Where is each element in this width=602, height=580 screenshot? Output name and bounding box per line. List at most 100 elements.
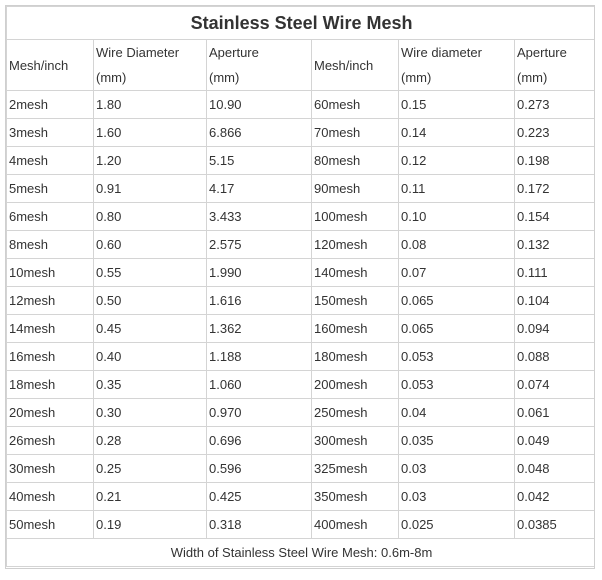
left-wire-diameter-cell: 1.60 [93,118,207,147]
right-wire-diameter-cell: 0.07 [398,258,515,287]
table-row: 2mesh 1.80 10.90 60mesh 0.15 0.273 [6,90,594,119]
left-mesh-cell: 6mesh [6,202,94,231]
table-row: 8mesh 0.60 2.575 120mesh 0.08 0.132 [6,230,594,259]
table-row: 6mesh 0.80 3.433 100mesh 0.10 0.154 [6,202,594,231]
width-note: Width of Stainless Steel Wire Mesh: 0.6m… [6,538,594,567]
table-row: 26mesh 0.28 0.696 300mesh 0.035 0.049 [6,426,594,455]
right-aperture-cell: 0.154 [513,202,594,231]
left-aperture-cell: 0.970 [206,398,312,427]
header-left-aperture-label: Aperture [209,45,259,60]
right-mesh-cell: 350mesh [311,482,399,511]
header-left-mesh: Mesh/inch [6,39,94,91]
table-row: 10mesh 0.55 1.990 140mesh 0.07 0.111 [6,258,594,287]
right-mesh-cell: 150mesh [311,286,399,315]
left-aperture-cell: 0.318 [206,510,312,539]
right-wire-diameter-cell: 0.035 [398,426,515,455]
table-title: Stainless Steel Wire Mesh [6,6,594,40]
left-wire-diameter-cell: 0.35 [93,370,207,399]
right-mesh-cell: 160mesh [311,314,399,343]
right-aperture-cell: 0.049 [513,426,594,455]
right-aperture-cell: 0.104 [513,286,594,315]
right-wire-diameter-cell: 0.065 [398,314,515,343]
right-aperture-cell: 0.074 [513,370,594,399]
left-wire-diameter-cell: 0.30 [93,398,207,427]
left-mesh-cell: 3mesh [6,118,94,147]
left-mesh-cell: 2mesh [6,90,94,119]
header-right-aperture: Aperture (mm) [513,39,594,91]
header-right-mesh: Mesh/inch [311,39,399,91]
right-aperture-cell: 0.088 [513,342,594,371]
left-wire-diameter-cell: 0.28 [93,426,207,455]
left-mesh-cell: 4mesh [6,146,94,175]
right-wire-diameter-cell: 0.10 [398,202,515,231]
table-row: 18mesh 0.35 1.060 200mesh 0.053 0.074 [6,370,594,399]
header-right-wire-diameter: Wire diameter (mm) [398,39,515,91]
wire-mesh-spec-table: Stainless Steel Wire Mesh Mesh/inch Wire… [6,6,594,567]
left-aperture-cell: 1.060 [206,370,312,399]
header-right-wire-label: Wire diameter [401,45,482,60]
left-aperture-cell: 1.362 [206,314,312,343]
right-mesh-cell: 70mesh [311,118,399,147]
left-mesh-cell: 12mesh [6,286,94,315]
left-aperture-cell: 6.866 [206,118,312,147]
right-mesh-cell: 200mesh [311,370,399,399]
left-mesh-cell: 30mesh [6,454,94,483]
right-aperture-cell: 0.132 [513,230,594,259]
left-aperture-cell: 2.575 [206,230,312,259]
right-wire-diameter-cell: 0.053 [398,370,515,399]
header-left-wire-diameter: Wire Diameter (mm) [93,39,207,91]
right-mesh-cell: 80mesh [311,146,399,175]
right-mesh-cell: 400mesh [311,510,399,539]
left-aperture-cell: 1.990 [206,258,312,287]
left-mesh-cell: 50mesh [6,510,94,539]
right-mesh-cell: 250mesh [311,398,399,427]
right-wire-diameter-cell: 0.15 [398,90,515,119]
left-mesh-cell: 26mesh [6,426,94,455]
left-wire-diameter-cell: 0.50 [93,286,207,315]
left-wire-diameter-cell: 0.21 [93,482,207,511]
right-aperture-cell: 0.0385 [513,510,594,539]
right-aperture-cell: 0.223 [513,118,594,147]
left-aperture-cell: 0.425 [206,482,312,511]
left-wire-diameter-cell: 0.55 [93,258,207,287]
left-mesh-cell: 5mesh [6,174,94,203]
header-left-aperture: Aperture (mm) [206,39,312,91]
table-row: 40mesh 0.21 0.425 350mesh 0.03 0.042 [6,482,594,511]
right-mesh-cell: 300mesh [311,426,399,455]
left-aperture-cell: 0.596 [206,454,312,483]
right-wire-diameter-cell: 0.025 [398,510,515,539]
table-row: 5mesh 0.91 4.17 90mesh 0.11 0.172 [6,174,594,203]
right-aperture-cell: 0.048 [513,454,594,483]
right-aperture-cell: 0.061 [513,398,594,427]
header-left-aperture-unit: (mm) [209,70,240,85]
left-mesh-cell: 14mesh [6,314,94,343]
right-aperture-cell: 0.042 [513,482,594,511]
right-wire-diameter-cell: 0.14 [398,118,515,147]
header-right-aperture-label: Aperture [517,45,567,60]
right-wire-diameter-cell: 0.03 [398,454,515,483]
right-aperture-cell: 0.198 [513,146,594,175]
right-mesh-cell: 120mesh [311,230,399,259]
left-aperture-cell: 4.17 [206,174,312,203]
left-wire-diameter-cell: 1.80 [93,90,207,119]
left-wire-diameter-cell: 0.60 [93,230,207,259]
left-mesh-cell: 20mesh [6,398,94,427]
header-row: Mesh/inch Wire Diameter (mm) Aperture (m… [6,39,594,91]
right-wire-diameter-cell: 0.08 [398,230,515,259]
header-right-aperture-unit: (mm) [517,70,548,85]
left-mesh-cell: 8mesh [6,230,94,259]
table-row: 50mesh 0.19 0.318 400mesh 0.025 0.0385 [6,510,594,539]
left-wire-diameter-cell: 0.80 [93,202,207,231]
table-row: 16mesh 0.40 1.188 180mesh 0.053 0.088 [6,342,594,371]
right-wire-diameter-cell: 0.065 [398,286,515,315]
right-wire-diameter-cell: 0.12 [398,146,515,175]
right-wire-diameter-cell: 0.053 [398,342,515,371]
left-aperture-cell: 3.433 [206,202,312,231]
right-wire-diameter-cell: 0.03 [398,482,515,511]
right-wire-diameter-cell: 0.04 [398,398,515,427]
right-mesh-cell: 60mesh [311,90,399,119]
right-aperture-cell: 0.094 [513,314,594,343]
right-mesh-cell: 180mesh [311,342,399,371]
left-mesh-cell: 40mesh [6,482,94,511]
left-wire-diameter-cell: 1.20 [93,146,207,175]
